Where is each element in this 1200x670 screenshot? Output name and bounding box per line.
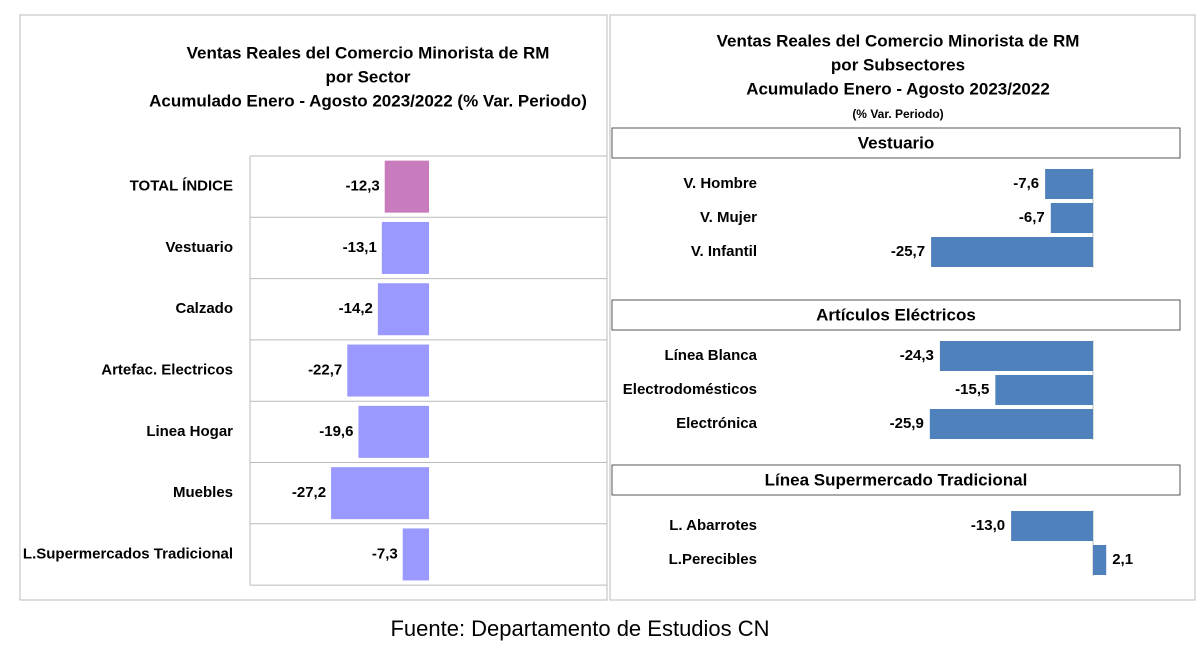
value-label: -25,9 — [890, 415, 924, 432]
category-label: L. Abarrotes — [669, 517, 757, 534]
value-label: -6,7 — [1019, 209, 1045, 226]
chart-title: Ventas Reales del Comercio Minorista de … — [717, 31, 1080, 50]
category-label: Calzado — [175, 300, 233, 317]
category-label: Línea Blanca — [664, 347, 757, 364]
category-label: Linea Hogar — [146, 423, 233, 440]
chart-subtitle: (% Var. Periodo) — [852, 107, 943, 121]
bar — [1045, 169, 1093, 199]
value-label: 2,1 — [1112, 551, 1133, 568]
chart-title: por Subsectores — [831, 55, 965, 74]
value-label: -13,0 — [971, 517, 1005, 534]
category-label: V. Mujer — [700, 209, 757, 226]
category-label: Electrónica — [676, 415, 758, 432]
category-label: L.Supermercados Tradicional — [23, 545, 233, 562]
value-label: -12,3 — [346, 178, 380, 195]
bar — [929, 409, 1093, 439]
bar — [347, 344, 429, 397]
category-label: L.Perecibles — [669, 551, 757, 568]
bar — [402, 528, 429, 581]
value-label: -24,3 — [900, 347, 934, 364]
chart-title: Acumulado Enero - Agosto 2023/2022 (% Va… — [149, 91, 587, 110]
value-label: -15,5 — [955, 381, 989, 398]
bar — [377, 283, 429, 336]
bar — [931, 237, 1093, 267]
value-label: -22,7 — [308, 362, 342, 379]
bar — [331, 467, 429, 520]
value-label: -14,2 — [339, 300, 373, 317]
category-label: Artefac. Electricos — [101, 362, 233, 379]
value-label: -19,6 — [319, 423, 353, 440]
group-header-box — [611, 127, 1181, 159]
chart-title: Acumulado Enero - Agosto 2023/2022 — [746, 79, 1050, 98]
group-header: Línea Supermercado Tradicional — [765, 470, 1028, 489]
category-label: Electrodomésticos — [623, 381, 757, 398]
bar — [384, 160, 429, 213]
bar — [381, 221, 429, 274]
category-label: V. Infantil — [691, 243, 757, 260]
group-header-box — [611, 464, 1181, 496]
group-header: Artículos Eléctricos — [816, 305, 976, 324]
bar — [1093, 545, 1107, 575]
value-label: -27,2 — [292, 484, 326, 501]
value-label: -13,1 — [343, 239, 377, 256]
chart-title: Ventas Reales del Comercio Minorista de … — [187, 43, 550, 62]
bar — [1011, 511, 1093, 541]
bar — [358, 405, 429, 458]
right-panel — [609, 14, 1196, 601]
left-panel — [19, 14, 608, 601]
bar — [995, 375, 1093, 405]
category-label: V. Hombre — [683, 175, 757, 192]
category-label: Vestuario — [165, 239, 233, 256]
source: Fuente: Departamento de Estudios CN — [390, 616, 769, 641]
group-header-box — [611, 299, 1181, 331]
category-label: TOTAL ÍNDICE — [130, 178, 233, 195]
chart-title: por Sector — [325, 67, 410, 86]
value-label: -7,6 — [1013, 175, 1039, 192]
category-label: Muebles — [173, 484, 233, 501]
group-header: Vestuario — [858, 133, 935, 152]
bar — [1050, 203, 1093, 233]
value-label: -25,7 — [891, 243, 925, 260]
value-label: -7,3 — [372, 545, 398, 562]
bar — [939, 341, 1093, 371]
